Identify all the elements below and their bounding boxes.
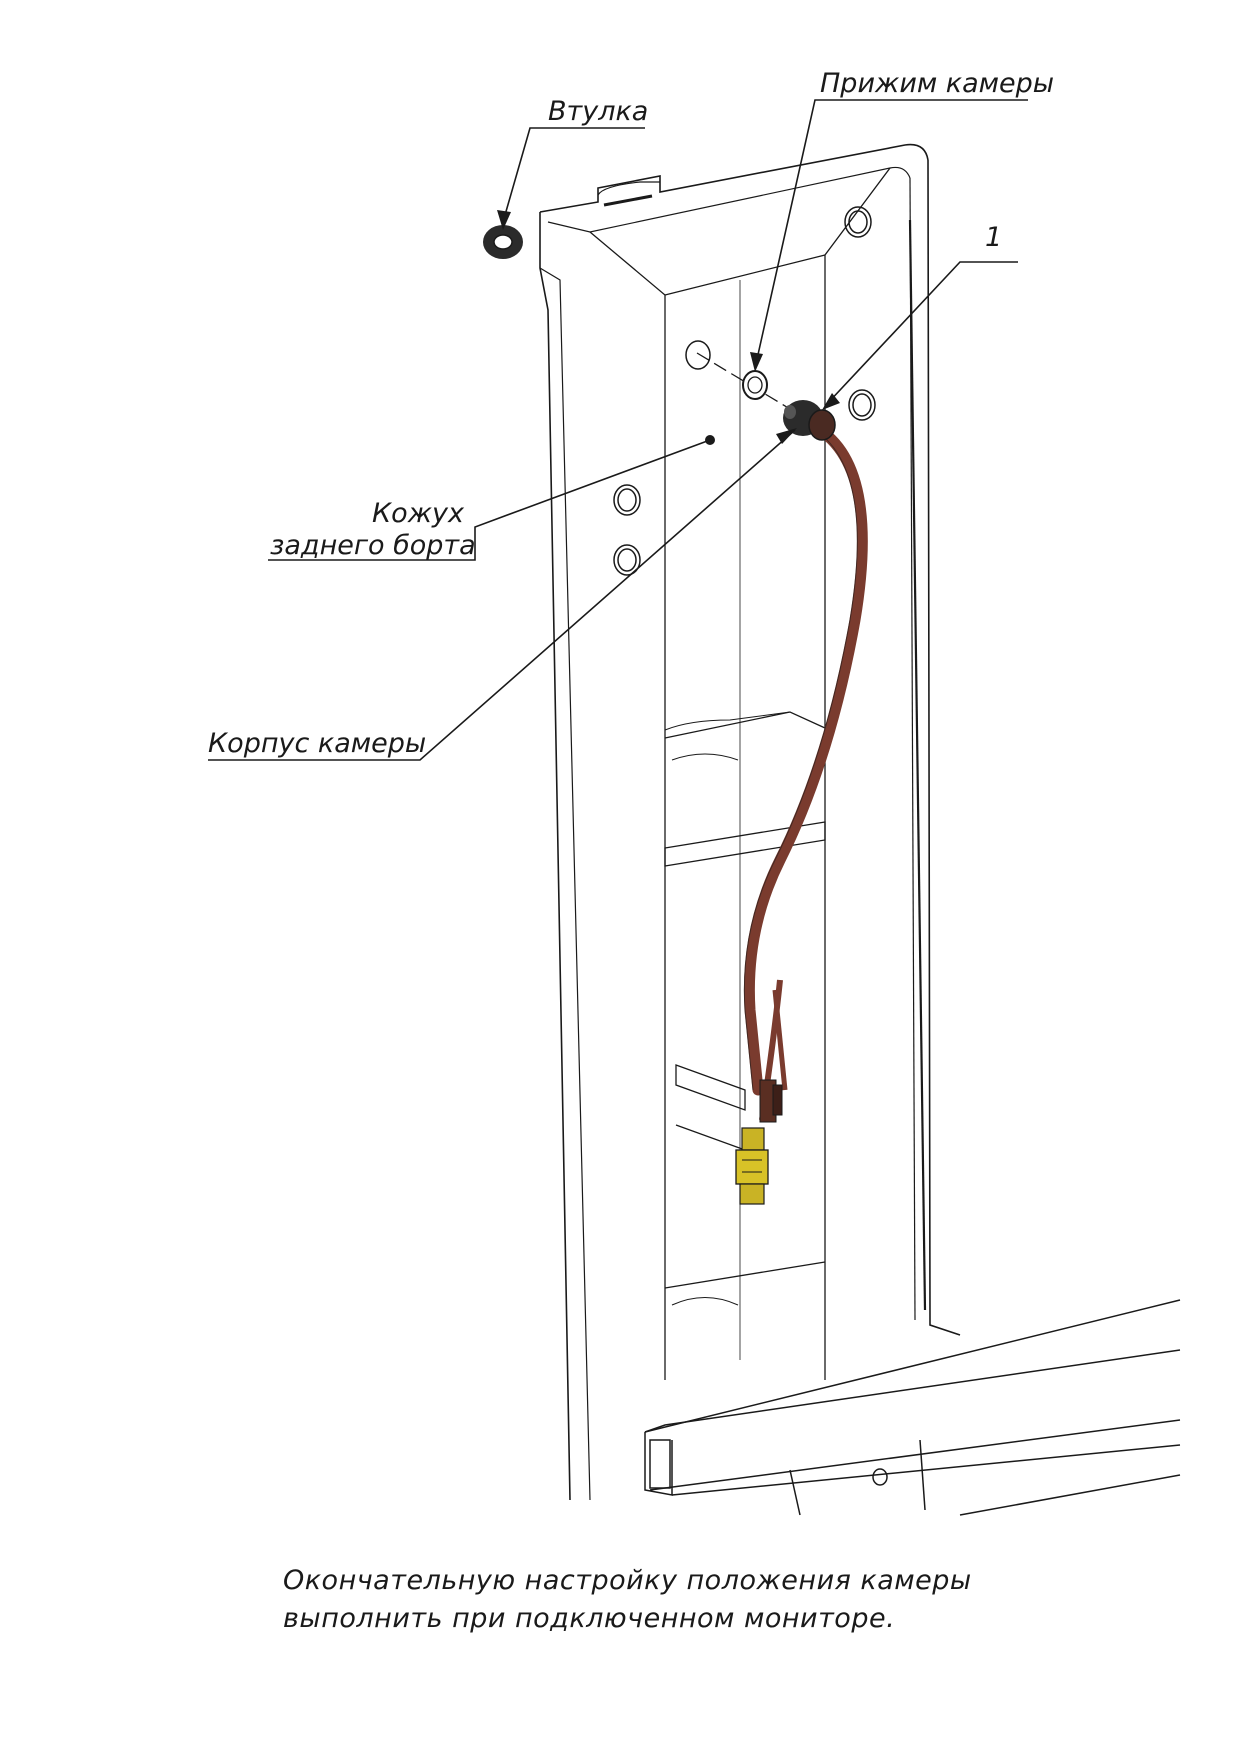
label-cover-line2: заднего борта	[270, 530, 476, 561]
tube-frame	[644, 1299, 1181, 1516]
note-line-2: выполнить при подключенном мониторе.	[283, 1603, 896, 1634]
camera-body-part	[783, 400, 836, 441]
label-bushing: Втулка	[548, 96, 648, 127]
mounting-holes	[613, 206, 888, 1486]
cable-connector	[735, 1127, 769, 1205]
tailgate-cover	[539, 143, 961, 1501]
camera-cable	[743, 424, 868, 1123]
label-cover-line1: Кожух	[372, 498, 465, 529]
note-line-1: Окончательную настройку положения камеры	[283, 1565, 972, 1596]
camera-clamp-part	[696, 352, 806, 419]
leader-lines	[208, 99, 1028, 761]
leader-arrows	[497, 210, 840, 445]
bracket-bar	[675, 1064, 746, 1151]
label-item-1: 1	[985, 222, 1002, 253]
label-camera-body: Корпус камеры	[208, 728, 426, 759]
label-camera-clamp: Прижим камеры	[820, 68, 1054, 99]
bushing-part	[483, 225, 523, 259]
